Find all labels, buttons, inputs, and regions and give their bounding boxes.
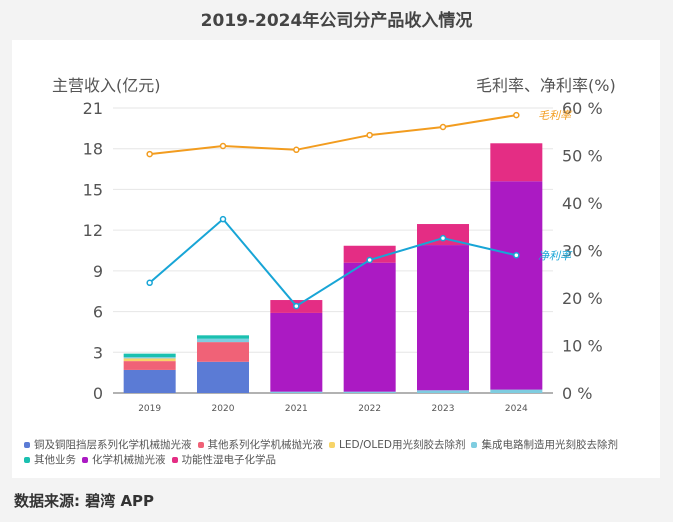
legend-item[interactable]: 集成电路制造用光刻胶去除剂 [471, 438, 618, 453]
legend-label: 化学机械抛光液 [92, 454, 166, 466]
bar-segment [123, 369, 176, 393]
right-tick-label: 40 % [562, 194, 603, 213]
line-point [146, 150, 153, 158]
x-tick-label: 2022 [358, 404, 381, 414]
line-point [219, 215, 227, 223]
left-tick-label: 12 [83, 221, 103, 240]
bar-segment [197, 338, 249, 343]
left-axis-label: 主营收入(亿元) [52, 76, 161, 95]
line-series [149, 217, 517, 308]
line-label: 净利率 [538, 249, 573, 262]
left-tick-label: 3 [93, 343, 103, 362]
legend-label: 功能性湿电子化学品 [181, 454, 277, 466]
bar-segment [123, 353, 176, 358]
bar-segment [270, 312, 323, 392]
bar-segment [197, 342, 249, 362]
legend-label: 集成电路制造用光刻胶去除剂 [481, 439, 618, 451]
legend-item[interactable]: 其他业务 [24, 453, 76, 468]
left-tick-label: 21 [83, 99, 103, 118]
left-tick-label: 18 [83, 140, 103, 159]
line-point [439, 123, 447, 131]
bar-segment [343, 391, 396, 393]
bar-segment [490, 143, 543, 182]
bar-segment [123, 358, 176, 362]
right-tick-label: 50 % [562, 147, 603, 166]
right-tick-label: 10 % [562, 337, 603, 356]
x-tick-label: 2021 [285, 404, 308, 414]
line-point [513, 111, 520, 119]
line-point [146, 279, 153, 287]
legend-item[interactable]: 功能性湿电子化学品 [171, 453, 277, 468]
line-point [219, 142, 227, 150]
legend-marker-icon [171, 457, 178, 463]
legend-label: 铜及铜阻挡层系列化学机械抛光液 [34, 439, 192, 451]
chart-panel [12, 40, 660, 478]
bar-segment [197, 361, 249, 393]
x-tick-label: 2023 [432, 404, 455, 414]
legend-label: LED/OLED用光刻胶去除剂 [339, 439, 466, 451]
bar-segment [123, 357, 176, 359]
left-tick-label: 0 [93, 384, 103, 403]
legend-marker-icon [82, 457, 88, 463]
left-tick-label: 9 [93, 262, 103, 281]
source-note: 数据来源: 碧湾 APP [14, 492, 155, 510]
left-tick-label: 15 [83, 180, 103, 199]
legend-marker-icon [24, 457, 30, 463]
line-point [293, 302, 300, 310]
legend-item[interactable]: 化学机械抛光液 [82, 453, 166, 468]
bar-segment [417, 245, 469, 391]
chart-title: 2019-2024年公司分产品收入情况 [200, 11, 473, 31]
right-tick-label: 30 % [562, 242, 603, 261]
right-tick-label: 0 % [562, 384, 592, 403]
right-tick-label: 20 % [562, 289, 603, 308]
line-point [439, 234, 447, 242]
bar-segment [270, 391, 323, 393]
x-tick-label: 2024 [505, 404, 528, 414]
bar-segment [197, 335, 249, 339]
legend-marker-icon [329, 442, 335, 448]
left-tick-label: 6 [93, 303, 103, 322]
legend: 铜及铜阻挡层系列化学机械抛光液 其他系列化学机械抛光液 LED/OLED用光刻胶去除… [24, 438, 664, 468]
legend-label: 其他业务 [34, 454, 76, 466]
bar-segment [343, 262, 396, 392]
legend-marker-icon [24, 442, 30, 448]
line-point [293, 146, 300, 154]
legend-item[interactable]: 其他系列化学机械抛光液 [197, 438, 324, 453]
line-point [513, 252, 520, 259]
bar-segment [417, 390, 469, 393]
bar-segment [123, 361, 176, 370]
legend-label: 其他系列化学机械抛光液 [207, 439, 324, 451]
line-series [149, 114, 517, 156]
legend-item[interactable]: LED/OLED用光刻胶去除剂 [329, 438, 465, 453]
bar-segment [490, 181, 543, 390]
line-label: 毛利率 [538, 109, 573, 122]
x-tick-label: 2019 [138, 404, 161, 414]
right-tick-label: 60 % [562, 99, 603, 118]
x-tick-label: 2020 [212, 404, 235, 414]
legend-marker-icon [197, 442, 204, 448]
legend-marker-icon [471, 442, 478, 448]
bar-segment [417, 224, 469, 246]
line-point [366, 131, 373, 139]
right-axis-label: 毛利率、净利率(%) [476, 76, 616, 95]
legend-item[interactable]: 铜及铜阻挡层系列化学机械抛光液 [24, 438, 192, 453]
bar-segment [490, 389, 543, 393]
line-point [366, 256, 373, 264]
bar-segment [343, 245, 396, 263]
